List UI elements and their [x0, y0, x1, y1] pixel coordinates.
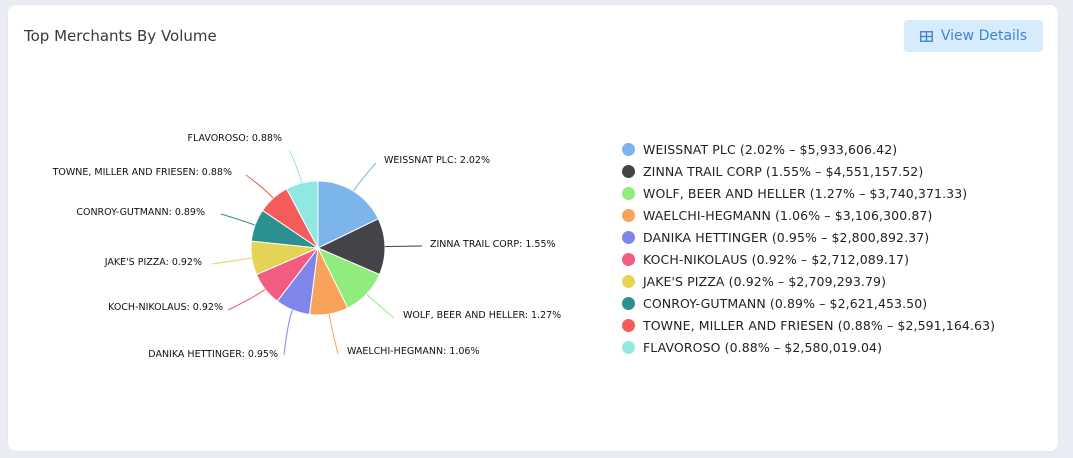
legend-label: CONROY-GUTMANN (0.89% – $2,621,453.50) [643, 295, 928, 311]
legend-label: WAELCHI-HEGMANN (1.06% – $3,106,300.87) [643, 207, 933, 223]
data-label-8: TOWNE, MILLER AND FRIESEN: 0.88% [52, 167, 232, 178]
view-details-button[interactable]: View Details [904, 20, 1043, 52]
legend-item-9[interactable]: FLAVOROSO (0.88% – $2,580,019.04) [622, 336, 995, 358]
legend-marker [622, 208, 635, 222]
leader-line-4 [283, 309, 293, 356]
legend-item-3[interactable]: WAELCHI-HEGMANN (1.06% – $3,106,300.87) [622, 204, 995, 226]
chart-card: Top Merchants By Volume View Details WEI… [8, 5, 1058, 451]
data-label-5: KOCH-NIKOLAUS: 0.92% [108, 302, 223, 313]
legend-label: WEISSNAT PLC (2.02% – $5,933,606.42) [643, 141, 898, 157]
legend-label: TOWNE, MILLER AND FRIESEN (0.88% – $2,59… [643, 317, 996, 333]
legend-item-5[interactable]: KOCH-NIKOLAUS (0.92% – $2,712,089.17) [622, 248, 995, 270]
leader-line-9 [289, 150, 303, 184]
legend-item-1[interactable]: ZINNA TRAIL CORP (1.55% – $4,551,157.52) [622, 160, 995, 182]
legend-label: KOCH-NIKOLAUS (0.92% – $2,712,089.17) [643, 251, 910, 267]
data-label-3: WAELCHI-HEGMANN: 1.06% [347, 346, 480, 357]
legend-marker [622, 230, 635, 244]
leader-line-1 [384, 245, 423, 248]
legend-label: DANIKA HETTINGER (0.95% – $2,800,892.37) [643, 229, 930, 245]
leader-line-3 [328, 313, 339, 355]
legend-label: ZINNA TRAIL CORP (1.55% – $4,551,157.52) [643, 163, 924, 179]
table-icon [919, 30, 933, 42]
legend-marker [622, 274, 635, 288]
legend-label: FLAVOROSO (0.88% – $2,580,019.04) [643, 339, 883, 355]
legend-label: WOLF, BEER AND HELLER (1.27% – $3,740,37… [643, 185, 968, 201]
legend-marker [622, 186, 635, 200]
leader-line-6 [211, 257, 252, 265]
legend-marker [622, 296, 635, 310]
leader-line-5 [227, 288, 266, 311]
legend-marker [622, 318, 635, 332]
leader-line-8 [245, 174, 274, 199]
legend-item-0[interactable]: WEISSNAT PLC (2.02% – $5,933,606.42) [622, 138, 995, 160]
legend-label: JAKE'S PIZZA (0.92% – $2,709,293.79) [643, 273, 887, 289]
legend-item-7[interactable]: CONROY-GUTMANN (0.89% – $2,621,453.50) [622, 292, 995, 314]
legend-item-4[interactable]: DANIKA HETTINGER (0.95% – $2,800,892.37) [622, 226, 995, 248]
data-label-0: WEISSNAT PLC: 2.02% [384, 155, 490, 166]
data-label-2: WOLF, BEER AND HELLER: 1.27% [403, 310, 561, 321]
chart-legend: WEISSNAT PLC (2.02% – $5,933,606.42) ZINN… [622, 138, 995, 358]
data-label-6: JAKE'S PIZZA: 0.92% [104, 257, 202, 268]
pie-chart: WEISSNAT PLC: 2.02% ZINNA TRAIL CORP: 1.5… [52, 133, 562, 360]
leader-line-2 [366, 293, 395, 319]
pie-slice-1[interactable] [316, 218, 386, 276]
legend-marker [622, 340, 635, 354]
data-label-4: DANIKA HETTINGER: 0.95% [148, 349, 278, 360]
legend-marker [622, 164, 635, 178]
legend-item-6[interactable]: JAKE'S PIZZA (0.92% – $2,709,293.79) [622, 270, 995, 292]
data-label-7: CONROY-GUTMANN: 0.89% [76, 207, 205, 218]
leader-line-7 [220, 213, 256, 226]
data-label-1: ZINNA TRAIL CORP: 1.55% [430, 239, 556, 250]
legend-item-8[interactable]: TOWNE, MILLER AND FRIESEN (0.88% – $2,59… [622, 314, 995, 336]
data-label-9: FLAVOROSO: 0.88% [188, 133, 283, 144]
view-details-label: View Details [940, 28, 1028, 44]
legend-marker [622, 252, 635, 266]
pie-slice-9[interactable] [285, 180, 319, 249]
leader-line-0 [353, 162, 377, 192]
legend-marker [622, 142, 635, 156]
card-title: Top Merchants By Volume [24, 27, 217, 45]
pie-slice-0[interactable] [317, 180, 379, 249]
legend-item-2[interactable]: WOLF, BEER AND HELLER (1.27% – $3,740,37… [622, 182, 995, 204]
